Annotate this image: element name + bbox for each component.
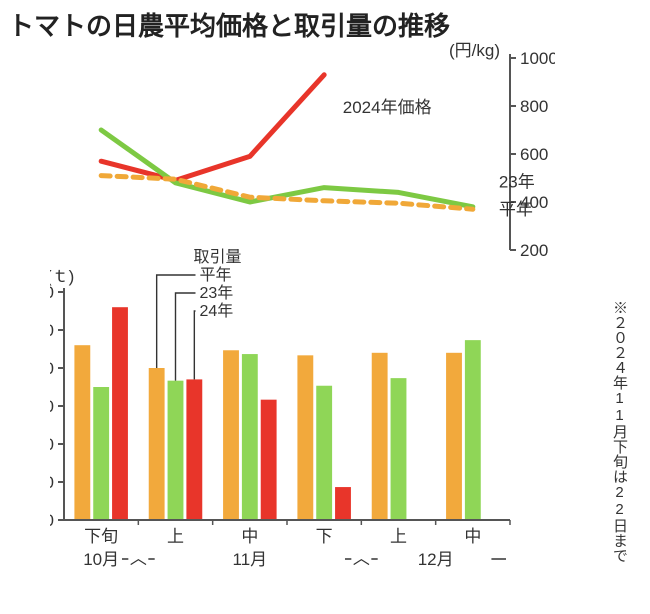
x-month-label: 10月 xyxy=(83,550,119,569)
labels-layer: 2024年価格23年平年取引量平年23年24年 xyxy=(157,98,535,380)
volume-unit-label: (ｔ) xyxy=(50,267,74,286)
month-caret: ︿ xyxy=(130,549,147,568)
x-category: 下 xyxy=(316,527,333,546)
volume-tick: 0 xyxy=(50,511,54,530)
bar-vol_24 xyxy=(186,379,202,520)
chart-title: トマトの日農平均価格と取引量の推移 xyxy=(8,6,450,43)
price-tick: 800 xyxy=(520,97,548,116)
x-month-label: 12月 xyxy=(418,550,454,569)
chart-figure: トマトの日農平均価格と取引量の推移 2004006008001000(円/kg)… xyxy=(0,0,650,614)
bar-vol_24 xyxy=(112,307,128,520)
x-category: 中 xyxy=(464,527,481,546)
bar-legend-vol_avg: 平年 xyxy=(200,266,232,284)
bar-legend-title: 取引量 xyxy=(194,248,242,266)
x-category: 中 xyxy=(241,527,258,546)
line-price_23 xyxy=(101,130,473,207)
line-chart-layer xyxy=(101,75,473,209)
price-tick: 600 xyxy=(520,145,548,164)
label-price_23: 23年 xyxy=(499,173,535,192)
bar-vol_23 xyxy=(391,378,407,520)
bar-legend-pointer xyxy=(176,293,196,381)
volume-tick: 1200 xyxy=(50,359,54,378)
x-category: 下旬 xyxy=(84,527,118,546)
footnote: ※２０２４年11月下旬は22日まで xyxy=(610,300,630,563)
price-tick: 1000 xyxy=(520,49,555,68)
label-price_2024: 2024年価格 xyxy=(343,98,432,117)
bar-vol_avg xyxy=(446,353,462,520)
bar-vol_avg xyxy=(372,353,388,520)
volume-tick: 600 xyxy=(50,435,54,454)
volume-tick: 900 xyxy=(50,397,54,416)
bar-vol_23 xyxy=(242,354,258,520)
price-unit-label: (円/kg) xyxy=(449,41,500,60)
bar-chart-layer xyxy=(74,307,480,520)
bar-vol_24 xyxy=(261,400,277,520)
plot-svg: 2004006008001000(円/kg)030060090012001500… xyxy=(50,40,555,580)
x-category: 上 xyxy=(167,527,184,546)
bar-legend-vol_24: 24年 xyxy=(200,302,234,320)
bar-vol_avg xyxy=(149,368,165,520)
bar-legend-pointer xyxy=(194,311,195,379)
volume-tick: 1500 xyxy=(50,321,54,340)
x-month-label: 11月 xyxy=(233,550,268,569)
bar-vol_avg xyxy=(297,355,313,520)
bar-vol_avg xyxy=(74,345,90,520)
x-category: 上 xyxy=(390,527,407,546)
bar-legend-vol_23: 23年 xyxy=(200,284,234,302)
bar-vol_23 xyxy=(168,381,184,520)
plot-area: 2004006008001000(円/kg)030060090012001500… xyxy=(50,40,555,580)
bar-vol_avg xyxy=(223,350,239,520)
month-caret: ︿ xyxy=(353,549,370,568)
bar-vol_23 xyxy=(93,387,109,520)
bar-vol_23 xyxy=(316,386,332,520)
volume-tick: 300 xyxy=(50,473,54,492)
label-price_avg: 平年 xyxy=(499,200,533,219)
line-price_2024 xyxy=(101,75,324,181)
bar-vol_24 xyxy=(335,487,351,520)
bar-vol_23 xyxy=(465,340,481,520)
price-tick: 200 xyxy=(520,241,548,260)
